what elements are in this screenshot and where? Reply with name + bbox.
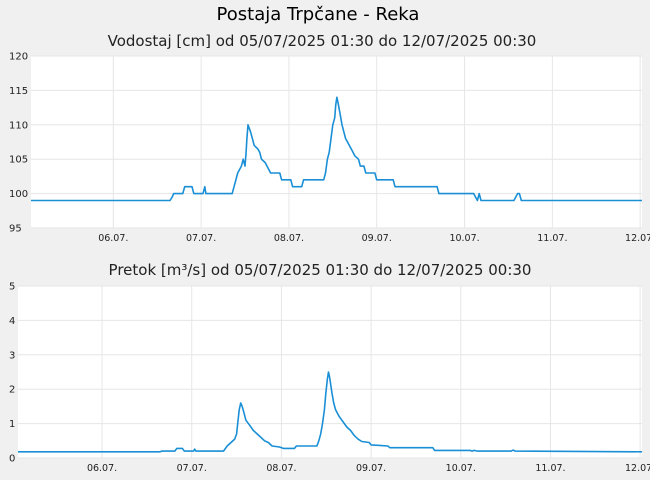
y-tick-label: 4 [9,316,15,327]
x-tick-label: 12.07. [625,463,650,474]
plot-area [31,56,642,228]
x-tick-label: 10.07. [449,233,479,244]
x-tick-label: 11.07. [535,463,565,474]
chart-1-title: Vodostaj [cm] od 05/07/2025 01:30 do 12/… [108,32,537,50]
y-tick-label: 110 [9,120,28,131]
series-line [18,371,643,453]
series-line [31,96,642,202]
y-tick-label: 3 [9,350,15,361]
x-tick-label: 08.07. [274,233,304,244]
x-tick-label: 09.07. [362,233,392,244]
y-tick-label: 100 [9,189,28,200]
x-tick-label: 06.07. [87,463,117,474]
x-tick-label: 07.07. [186,233,216,244]
chart-2-title: Pretok [m³/s] od 05/07/2025 01:30 do 12/… [109,261,532,279]
discharge-chart: 0 1 2 3 4 5 06.07. 07.07. 08.07. 09.07. 10.07. 11.0… [9,282,650,475]
page-title: Postaja Trpčane - Reka [217,4,420,25]
x-tick-label: 10.07. [446,463,476,474]
y-tick-label: 105 [9,155,28,166]
x-tick-label: 08.07. [266,463,296,474]
y-tick-label: 115 [9,86,28,97]
x-tick-label: 12.07. [625,233,650,244]
water-level-chart: 95 100 105 110 115 120 06.07. 07.07. 08.07. 09.07… [9,52,650,245]
y-tick-label: 5 [9,282,15,293]
x-tick-label: 11.07. [537,233,567,244]
x-tick-label: 06.07. [98,233,128,244]
y-tick-label: 0 [9,454,15,465]
x-tick-label: 09.07. [356,463,386,474]
x-tick-label: 07.07. [177,463,207,474]
plot-area [18,286,642,458]
y-tick-label: 120 [9,52,28,63]
y-tick-label: 2 [9,385,15,396]
y-tick-label: 1 [9,419,15,430]
y-tick-label: 95 [9,224,22,235]
